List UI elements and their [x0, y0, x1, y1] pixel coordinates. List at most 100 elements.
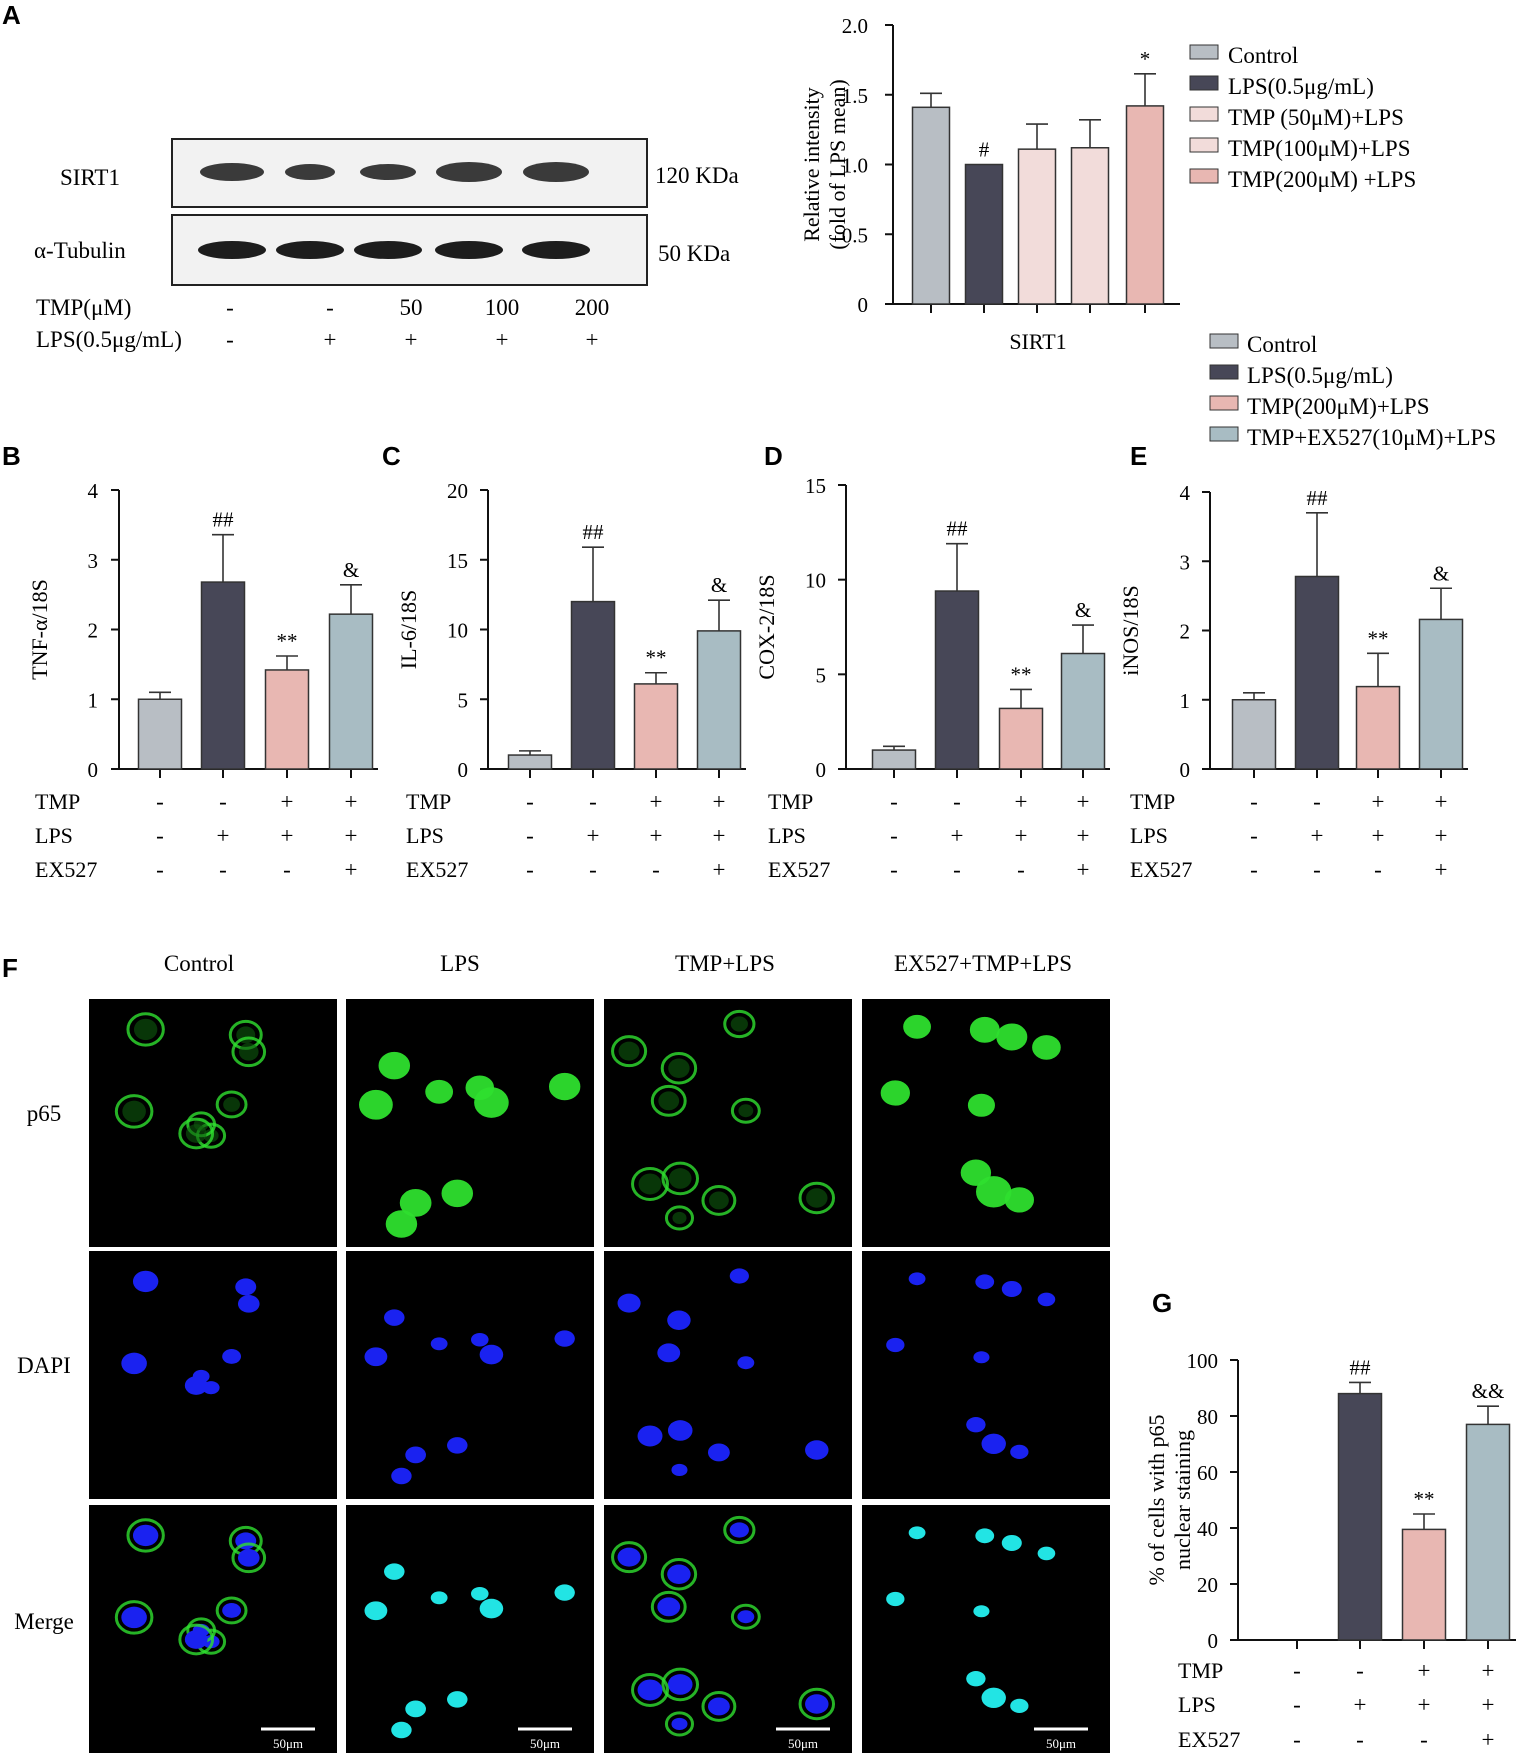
cell [126, 1518, 165, 1553]
treatment-label: LPS [406, 823, 444, 848]
micro-panel-merge [604, 1505, 852, 1753]
significance-mark: ## [213, 508, 235, 532]
blot-label-sirt1: SIRT1 [60, 165, 120, 190]
legend-label: TMP(200μM) +LPS [1228, 167, 1416, 192]
cell-nucleus [1001, 1280, 1022, 1297]
cell [359, 1089, 393, 1120]
cell [960, 1159, 992, 1186]
cell [969, 1016, 1000, 1043]
y-axis-label: nuclear staining [1170, 1430, 1195, 1570]
bar [998, 707, 1044, 770]
x-axis-label: SIRT1 [1009, 329, 1066, 354]
y-tick-label: 2.0 [842, 14, 868, 38]
cell-nucleus [975, 1274, 995, 1290]
blot-band-sirt1 [200, 163, 264, 181]
cell [548, 1072, 581, 1101]
cell [664, 1205, 695, 1231]
cell-nucleus [729, 1522, 749, 1538]
scale-bar-label: 50μm [530, 1736, 560, 1751]
panel-letter-c: C [382, 441, 401, 471]
significance-mark: ## [583, 520, 605, 544]
significance-mark: * [1140, 47, 1151, 71]
y-tick-label: 15 [805, 474, 826, 498]
treatment-sign: + [1482, 1692, 1495, 1717]
treatment-sign: + [1435, 789, 1448, 814]
bar [1337, 1392, 1383, 1641]
bar [1070, 147, 1110, 305]
cell-nucleus [1037, 1292, 1056, 1307]
cell [701, 1185, 737, 1216]
bar [633, 683, 679, 770]
cell-nucleus [122, 1100, 146, 1123]
y-tick-label: 10 [805, 569, 826, 593]
y-tick-label: 0.5 [842, 223, 868, 247]
cell [631, 1673, 670, 1707]
significance-mark: & [1433, 561, 1449, 585]
blot-kda-sirt1: 120 KDa [655, 163, 739, 188]
micro-panel-merge [346, 1505, 594, 1753]
y-tick-label: 80 [1197, 1405, 1218, 1429]
significance-mark: & [711, 573, 727, 597]
cell [178, 1117, 215, 1150]
cell-nucleus [707, 1697, 730, 1716]
cell-nucleus [638, 1173, 662, 1195]
cell-nucleus [908, 1272, 926, 1286]
cell [903, 1014, 931, 1039]
panel-letter-d: D [764, 441, 783, 471]
treatment-sign: - [526, 789, 534, 814]
cell [178, 1623, 215, 1656]
cell-nucleus [975, 1528, 995, 1544]
y-axis-label: iNOS/18S [1118, 585, 1143, 675]
cell-nucleus [121, 1352, 147, 1375]
treatment-sign: - [156, 789, 164, 814]
cell [661, 1161, 700, 1196]
treatment-sign: - [283, 857, 291, 882]
cell-nucleus [1010, 1698, 1029, 1714]
treatment-sign: - [589, 789, 597, 814]
y-axis-label: % of cells with p65 [1144, 1414, 1169, 1585]
cell-nucleus [364, 1347, 388, 1367]
cell [611, 1035, 648, 1068]
treatment-sign: + [1435, 857, 1448, 882]
cell-nucleus [479, 1344, 504, 1365]
legend-label: LPS(0.5μg/mL) [1247, 363, 1393, 388]
treatment-sign: + [587, 823, 600, 848]
significance-mark: & [343, 558, 359, 582]
treatment-sign: - [953, 789, 961, 814]
cell-nucleus [184, 1376, 208, 1395]
bar [911, 106, 951, 305]
treatment-label: LPS [35, 823, 73, 848]
cell [701, 1691, 737, 1722]
significance-mark: ** [1414, 1487, 1435, 1511]
y-tick-label: 1 [88, 688, 99, 712]
cell-nucleus [479, 1598, 504, 1619]
bar-chart-d: 0 5 10 15 ## ** & COX-2/18S TMP - - + + LPS - + + + EX527 -… [754, 474, 1110, 882]
cell [661, 1667, 700, 1702]
treatment-sign: + [1482, 1727, 1495, 1752]
cell-nucleus [668, 1168, 692, 1189]
treatment-sign: + [713, 857, 726, 882]
micro-panel-p65 [604, 999, 852, 1247]
treatment-sign: - [890, 789, 898, 814]
significance-mark: ## [1350, 1355, 1372, 1379]
significance-mark: ## [1307, 486, 1329, 510]
blot-treat-label-tmp: TMP(μM) [36, 295, 131, 320]
cell-nucleus [471, 1332, 489, 1347]
cell-nucleus [222, 1603, 242, 1618]
blot-kda-tubulin: 50 KDa [658, 241, 730, 266]
treatment-sign: + [1077, 789, 1090, 814]
cell [976, 1176, 1012, 1208]
legend-swatch [1189, 75, 1219, 91]
blot-treat-value: - [326, 295, 334, 320]
bar [264, 669, 310, 770]
cell [611, 1541, 648, 1574]
legend-swatch [1209, 364, 1239, 380]
cell [650, 1084, 687, 1117]
legend-swatch [1209, 333, 1239, 349]
legend-label: TMP(100μM)+LPS [1228, 136, 1411, 161]
y-tick-label: 60 [1197, 1461, 1218, 1485]
cell [126, 1012, 165, 1047]
treatment-sign: + [650, 823, 663, 848]
cell-nucleus [805, 1440, 829, 1460]
bar [1355, 685, 1401, 770]
